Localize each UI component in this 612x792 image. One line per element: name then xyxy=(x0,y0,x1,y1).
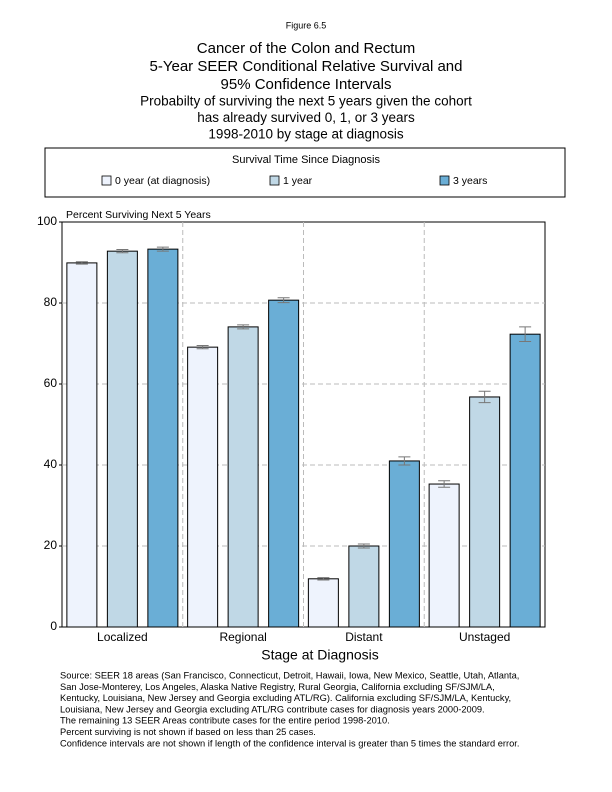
y-tick-label: 20 xyxy=(44,538,58,552)
error-bar xyxy=(156,246,169,252)
bar xyxy=(227,326,259,628)
error-bar xyxy=(196,345,209,350)
bar xyxy=(307,578,339,628)
legend-swatch xyxy=(101,175,112,186)
bar xyxy=(428,483,460,628)
bar xyxy=(187,346,219,628)
chart-title: 5-Year SEER Conditional Relative Surviva… xyxy=(150,58,463,75)
error-bar xyxy=(438,480,451,488)
footnote: San Jose-Monterey, Los Angeles, Alaska N… xyxy=(60,682,495,692)
legend-label: 1 year xyxy=(283,175,313,187)
footnote: Kentucky, Louisiana, New Jersey and Geor… xyxy=(60,693,511,703)
error-bar xyxy=(75,261,88,265)
error-bar xyxy=(317,577,330,581)
x-tick-label: Unstaged xyxy=(459,630,510,644)
error-bar xyxy=(277,297,290,304)
x-axis-label: Stage at Diagnosis xyxy=(261,647,379,663)
y-tick-label: 100 xyxy=(37,214,57,228)
y-tick-label: 80 xyxy=(44,295,58,309)
bar xyxy=(106,250,138,628)
error-bar xyxy=(478,390,491,404)
legend-label: 0 year (at diagnosis) xyxy=(115,175,210,187)
y-tick-label: 40 xyxy=(44,457,58,471)
bar xyxy=(388,460,420,628)
chart-subtitle: 1998-2010 by stage at diagnosis xyxy=(208,127,403,142)
footnote: Percent surviving is not shown if based … xyxy=(60,727,316,737)
bar xyxy=(509,333,541,628)
footnote: Louisiana, New Jersey and Georgia exclud… xyxy=(60,704,485,714)
legend-swatch xyxy=(439,175,450,186)
legend-box xyxy=(44,147,566,198)
figure-label: Figure 6.5 xyxy=(286,20,327,30)
legend-swatch xyxy=(269,175,280,186)
x-tick-label: Distant xyxy=(345,630,383,644)
footnote: The remaining 13 SEER Areas contribute c… xyxy=(60,716,390,726)
bar xyxy=(147,248,179,628)
chart-subtitle: Probabilty of surviving the next 5 years… xyxy=(140,94,472,109)
bar xyxy=(66,262,98,628)
x-tick-label: Localized xyxy=(97,630,148,644)
error-bar xyxy=(357,543,370,549)
y-tick-label: 0 xyxy=(50,619,57,633)
x-tick-label: Regional xyxy=(219,630,266,644)
legend-label: 3 years xyxy=(453,175,487,187)
error-bar xyxy=(519,326,532,342)
footnote: Confidence intervals are not shown if le… xyxy=(60,738,519,748)
y-tick-label: 60 xyxy=(44,376,58,390)
chart-title: Cancer of the Colon and Rectum xyxy=(197,40,415,57)
bar xyxy=(348,545,380,628)
chart-subtitle: has already survived 0, 1, or 3 years xyxy=(197,110,415,125)
chart-title: 95% Confidence Intervals xyxy=(221,76,392,93)
y-axis-label: Percent Surviving Next 5 Years xyxy=(66,209,211,221)
legend-title: Survival Time Since Diagnosis xyxy=(232,154,380,166)
bar xyxy=(268,299,300,628)
bar xyxy=(469,396,501,628)
error-bar xyxy=(116,249,129,254)
error-bar xyxy=(237,324,250,330)
footnote: Source: SEER 18 areas (San Francisco, Co… xyxy=(60,670,519,680)
error-bar xyxy=(398,456,411,466)
